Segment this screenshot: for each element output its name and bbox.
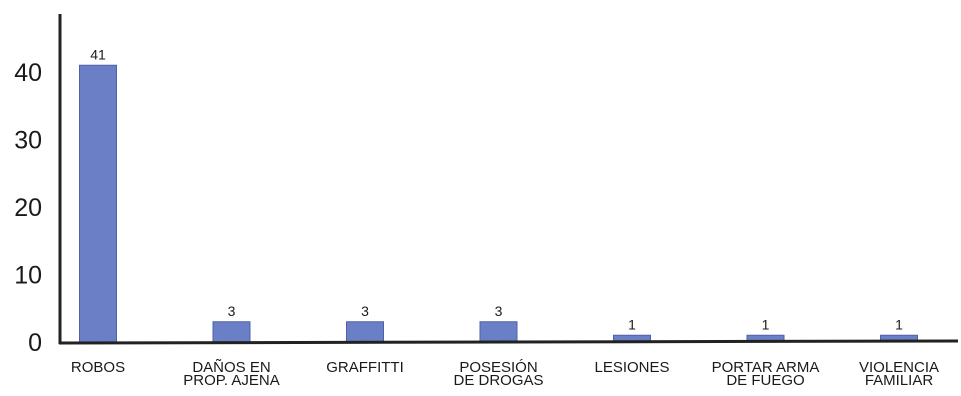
data-label: 41: [90, 46, 106, 62]
x-tick-label: DE FUEGO: [726, 372, 804, 389]
x-tick-label: LESIONES: [594, 359, 669, 376]
x-tick-label: VIOLENCIA: [859, 359, 939, 376]
y-tick-label: 40: [14, 59, 42, 87]
data-label: 3: [495, 303, 503, 319]
x-axis-line: [58, 339, 959, 345]
x-tick-label: POSESIÓN: [459, 359, 537, 376]
data-labels-group: 41 3 3 3 1 1 1: [90, 46, 903, 332]
y-tick-label: 30: [14, 127, 42, 155]
y-tick-label: 20: [14, 194, 42, 222]
bar: [479, 321, 518, 343]
bar: [79, 64, 117, 343]
x-tick-label: ROBOS: [71, 359, 125, 376]
x-tick-label: DAÑOS EN: [192, 359, 270, 376]
x-tick-label: FAMILIAR: [865, 372, 934, 389]
y-axis-ticks: 0 10 20 30 40: [14, 59, 42, 357]
bar: [212, 321, 251, 343]
x-tick-label: GRAFFITTI: [326, 359, 404, 376]
y-tick-label: 0: [28, 329, 42, 357]
bars-group: [79, 64, 918, 343]
x-tick-label: DE DROGAS: [453, 372, 543, 389]
data-label: 1: [895, 316, 903, 332]
data-label: 3: [361, 303, 369, 319]
data-label: 1: [762, 316, 770, 332]
bar: [346, 321, 384, 343]
data-label: 3: [228, 303, 236, 319]
data-label: 1: [628, 316, 636, 332]
y-tick-label: 10: [14, 262, 42, 290]
x-tick-label: PROP. AJENA: [183, 372, 279, 389]
x-tick-label: PORTAR ARMA: [712, 359, 820, 376]
